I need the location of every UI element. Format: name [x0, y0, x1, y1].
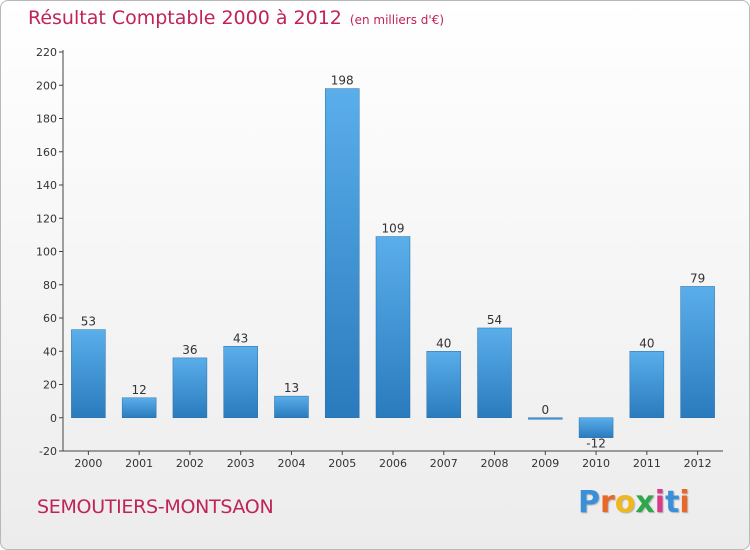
y-tick-label: 220: [36, 46, 57, 59]
logo-letter: i: [679, 485, 690, 520]
y-tick-label: 180: [36, 113, 57, 126]
x-tick-label: 2005: [328, 457, 356, 470]
data-label: 0: [541, 403, 549, 417]
bar: [223, 346, 258, 419]
chart-title: Résultat Comptable 2000 à 2012 (en millie…: [28, 7, 444, 29]
logo-letter: x: [635, 485, 655, 520]
bar: [629, 351, 665, 418]
data-label: 54: [487, 313, 502, 327]
y-tick-label: 140: [36, 179, 57, 192]
y-tick-label: -20: [39, 445, 57, 458]
y-tick-label: 80: [43, 279, 57, 292]
bar: [528, 417, 563, 420]
x-tick-label: 2002: [176, 457, 204, 470]
data-label: 36: [182, 343, 197, 357]
bar: [578, 417, 614, 438]
y-tick-label: 100: [36, 246, 57, 259]
x-tick-label: 2011: [633, 457, 661, 470]
y-tick-label: 20: [43, 379, 57, 392]
bar: [71, 329, 106, 419]
x-tick-label: 2007: [430, 457, 458, 470]
logo-letter: t: [665, 485, 680, 520]
logo-letter: o: [614, 485, 636, 520]
logo-letter: i: [654, 485, 666, 520]
data-label: 79: [690, 271, 705, 285]
x-tick-label: 2008: [481, 457, 509, 470]
bar: [477, 327, 512, 419]
bar: [324, 88, 360, 418]
commune-name: SEMOUTIERS-MONTSAON: [37, 496, 274, 518]
logo-letter: r: [600, 485, 615, 520]
proxiti-logo: Proxiti: [578, 485, 690, 520]
y-tick-label: 40: [43, 345, 57, 358]
chart-subtitle: (en milliers d'€): [349, 13, 445, 27]
y-tick-label: 160: [36, 146, 57, 159]
bar: [426, 351, 462, 418]
data-label: 40: [436, 336, 451, 350]
x-tick-label: 2012: [684, 457, 712, 470]
data-label: 12: [132, 383, 147, 397]
data-label: 109: [382, 222, 405, 236]
x-tick-label: 2006: [379, 457, 407, 470]
x-tick-label: 2010: [582, 457, 610, 470]
bar: [172, 357, 208, 418]
y-tick-label: 200: [36, 79, 57, 92]
bar: [680, 286, 715, 418]
y-tick-label: 0: [50, 412, 57, 425]
data-label: 40: [639, 336, 654, 350]
bar: [274, 395, 309, 419]
title-text: Résultat Comptable 2000 à 2012: [28, 7, 342, 29]
x-tick-label: 2009: [531, 457, 559, 470]
data-label: -12: [586, 437, 606, 451]
x-tick-label: 2004: [277, 457, 305, 470]
data-label: 43: [233, 331, 248, 345]
x-tick-label: 2000: [74, 457, 102, 470]
y-tick-label: 120: [36, 212, 57, 225]
logo-letter: P: [578, 485, 600, 520]
data-label: 198: [331, 74, 354, 88]
bar: [375, 236, 411, 418]
data-label: 13: [284, 381, 299, 395]
y-tick-label: 60: [43, 312, 57, 325]
x-tick-label: 2003: [227, 457, 255, 470]
data-label: 53: [81, 315, 96, 329]
bar: [121, 397, 157, 418]
x-tick-label: 2001: [125, 457, 153, 470]
